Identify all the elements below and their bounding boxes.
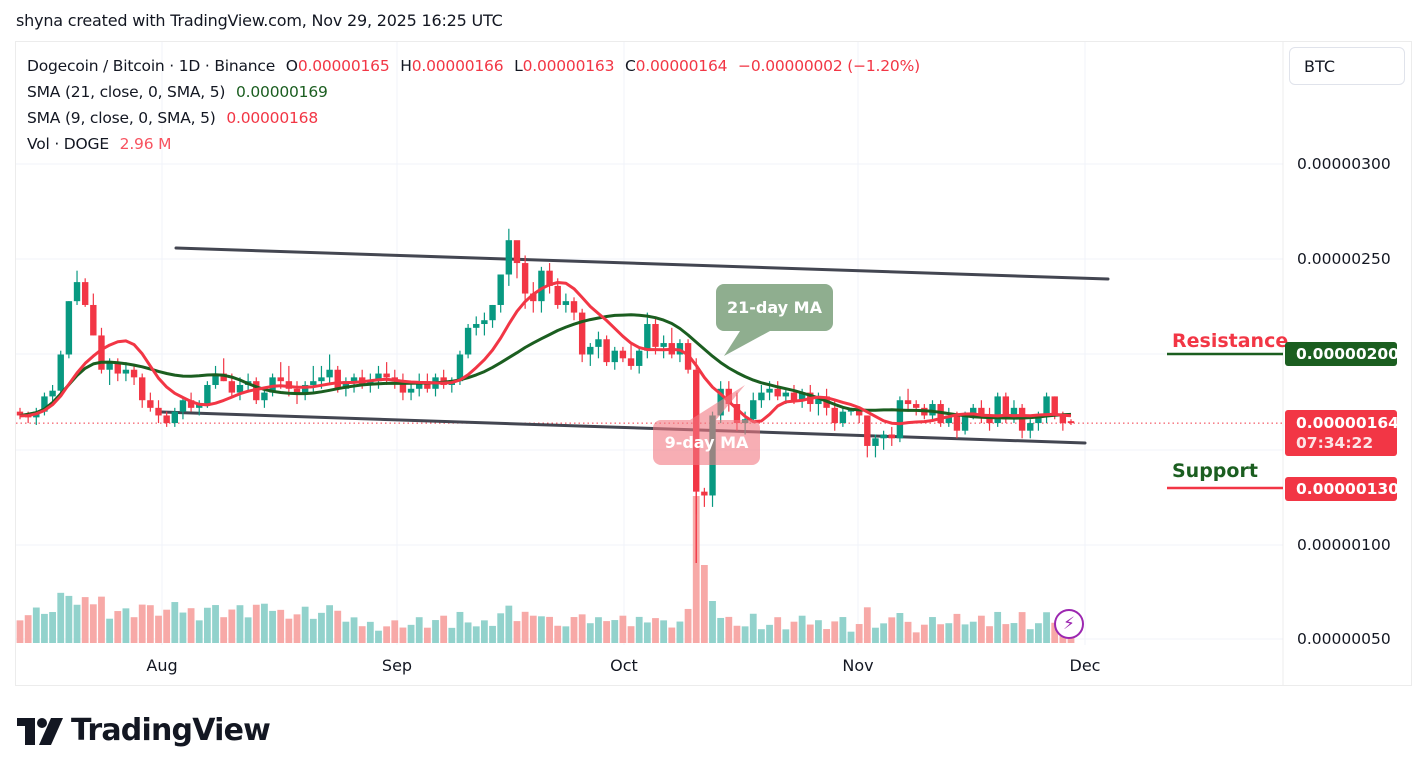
- volume-label: Vol · DOGE: [27, 135, 109, 153]
- chart-legend: Dogecoin / Bitcoin · 1D · Binance O0.000…: [27, 53, 920, 157]
- volume-bars: [16, 496, 1075, 643]
- sma9-value: 0.00000168: [226, 109, 318, 127]
- sma21-label: SMA (21, close, 0, SMA, 5): [27, 83, 226, 101]
- resistance-price-tag: 0.00000200: [1285, 342, 1399, 366]
- open-label: O: [285, 57, 298, 75]
- bar-countdown: 07:34:22: [1296, 434, 1374, 452]
- symbol-title[interactable]: Dogecoin / Bitcoin · 1D · Binance: [27, 57, 276, 75]
- lightning-bolt-icon[interactable]: ⚡︎: [1054, 609, 1084, 639]
- current-price-value: 0.00000164: [1296, 414, 1399, 432]
- support-price-tag: 0.00000130: [1285, 477, 1399, 501]
- open-value: 0.00000165: [297, 57, 390, 75]
- chart-frame: [15, 41, 1412, 686]
- low-label: L: [514, 57, 523, 75]
- tradingview-wordmark: TradingView: [71, 713, 271, 748]
- legend-ohlc-row: Dogecoin / Bitcoin · 1D · Binance O0.000…: [27, 53, 920, 79]
- price-axis-label-50: 0.00000050: [1297, 630, 1391, 648]
- chart-credit: shyna created with TradingView.com, Nov …: [16, 11, 503, 30]
- high-label: H: [400, 57, 412, 75]
- ma9-callout[interactable]: 9-day MA: [653, 420, 760, 465]
- legend-volume-row[interactable]: Vol · DOGE 2.96 M: [27, 131, 920, 157]
- current-price-tag: 0.00000164 07:34:22: [1285, 410, 1399, 456]
- candlesticks: [16, 228, 1075, 563]
- change-value: −0.00000002 (−1.20%): [738, 57, 920, 75]
- sma9-label: SMA (9, close, 0, SMA, 5): [27, 109, 216, 127]
- legend-sma9-row[interactable]: SMA (9, close, 0, SMA, 5) 0.00000168: [27, 105, 920, 131]
- close-value: 0.00000164: [635, 57, 728, 75]
- volume-value: 2.96 M: [119, 135, 172, 153]
- sma21-line: [19, 313, 1072, 420]
- high-value: 0.00000166: [411, 57, 504, 75]
- currency-unit-button[interactable]: BTC: [1289, 47, 1405, 85]
- price-axis-label-250: 0.00000250: [1297, 250, 1391, 268]
- price-axis-label-300: 0.00000300: [1297, 155, 1391, 173]
- low-value: 0.00000163: [522, 57, 615, 75]
- time-axis-nov: Nov: [842, 656, 874, 675]
- sma9-line: [19, 281, 1072, 426]
- tradingview-logo-icon: [17, 717, 63, 745]
- support-annotation[interactable]: Support: [1172, 460, 1258, 482]
- time-axis-sep: Sep: [381, 656, 413, 675]
- price-axis-label-100: 0.00000100: [1297, 536, 1391, 554]
- time-axis-oct: Oct: [610, 656, 638, 675]
- tradingview-logo: TradingView: [17, 713, 271, 748]
- time-axis-dec: Dec: [1069, 656, 1101, 675]
- ma21-callout[interactable]: 21-day MA: [716, 284, 833, 331]
- time-axis-aug: Aug: [146, 656, 178, 675]
- legend-sma21-row[interactable]: SMA (21, close, 0, SMA, 5) 0.00000169: [27, 79, 920, 105]
- sma21-value: 0.00000169: [235, 83, 328, 101]
- close-label: C: [624, 57, 636, 75]
- resistance-annotation[interactable]: Resistance: [1172, 330, 1289, 352]
